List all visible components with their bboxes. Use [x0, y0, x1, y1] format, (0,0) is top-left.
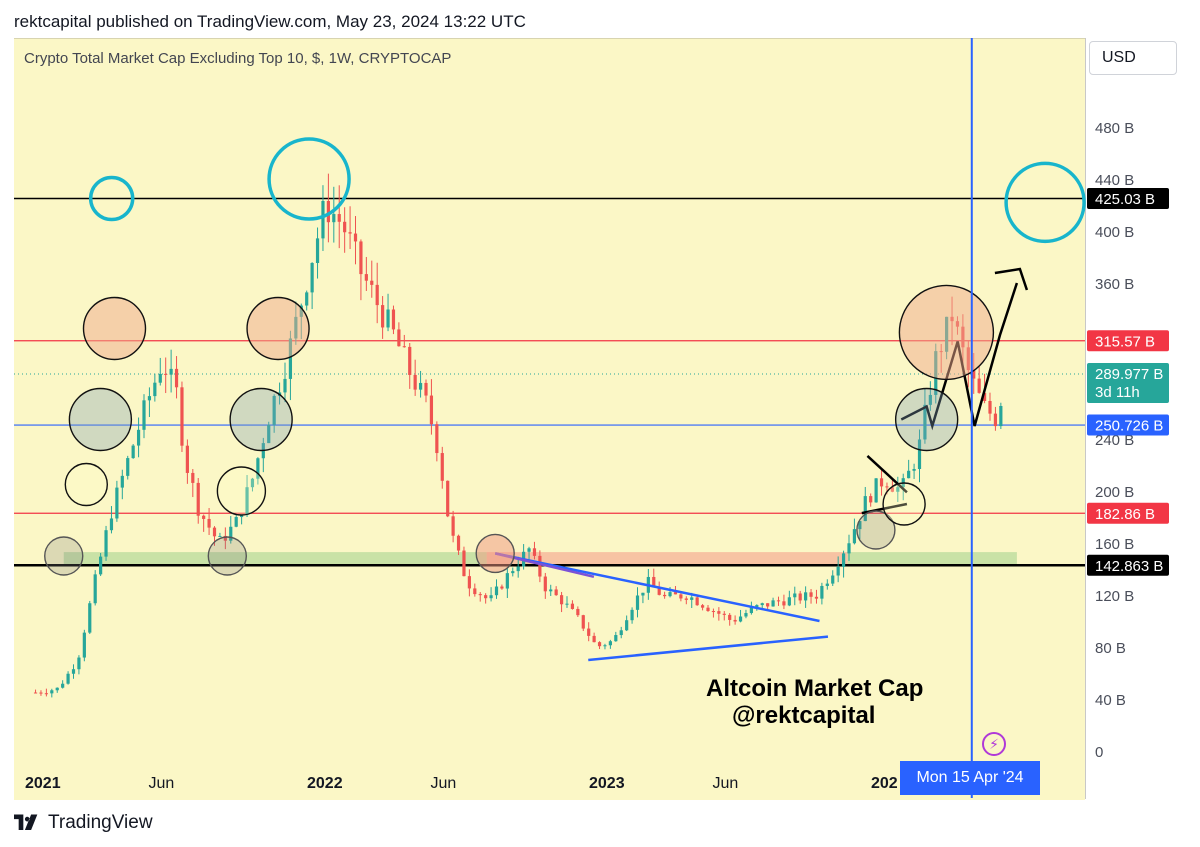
tradingview-logo-icon: [14, 814, 38, 830]
currency-button[interactable]: USD: [1089, 41, 1177, 75]
chart-area[interactable]: [14, 38, 1085, 800]
annotation-title: Altcoin Market Cap: [706, 675, 924, 702]
lightning-icon[interactable]: ⚡: [982, 732, 1006, 756]
publish-header: rektcapital published on TradingView.com…: [14, 12, 526, 31]
footer: TradingView: [14, 812, 153, 834]
symbol-title: Crypto Total Market Cap Excluding Top 10…: [24, 50, 452, 67]
footer-brand: TradingView: [48, 812, 153, 833]
annotation-handle: @rektcapital: [732, 702, 876, 729]
price-axis[interactable]: [1085, 38, 1200, 799]
crosshair-date-label: Mon 15 Apr '24: [900, 761, 1040, 795]
